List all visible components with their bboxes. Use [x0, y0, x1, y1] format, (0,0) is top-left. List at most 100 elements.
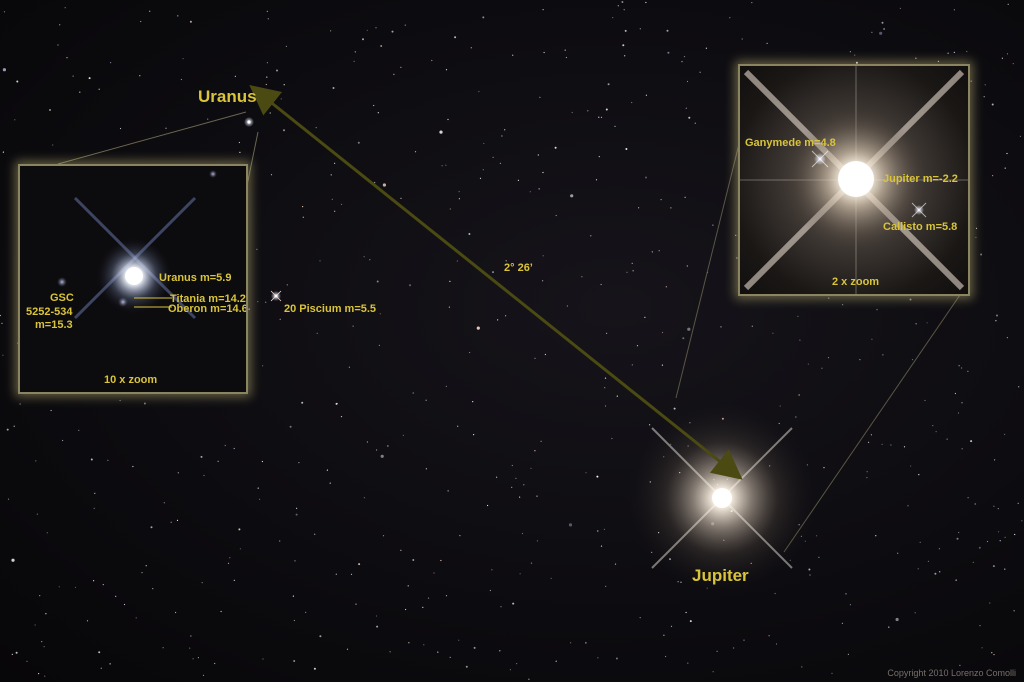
background-star	[623, 9, 625, 11]
background-star	[190, 635, 192, 637]
background-star	[353, 60, 355, 63]
background-star	[314, 533, 316, 535]
background-star	[855, 61, 858, 64]
background-star	[854, 54, 856, 56]
background-star	[932, 425, 934, 427]
background-star	[1006, 337, 1009, 339]
background-star	[400, 66, 402, 68]
background-star	[13, 425, 15, 427]
background-star	[358, 563, 361, 566]
background-star	[937, 60, 940, 62]
background-star	[189, 20, 192, 23]
jupiter-label: Jupiter	[692, 566, 749, 585]
background-star	[1018, 386, 1020, 388]
background-star	[203, 474, 205, 477]
background-star	[895, 617, 899, 622]
background-star	[1006, 152, 1008, 155]
background-star	[935, 431, 937, 433]
background-star	[294, 560, 296, 562]
background-star	[565, 56, 568, 59]
background-star	[499, 650, 501, 652]
background-star	[375, 615, 378, 617]
background-star	[346, 648, 349, 650]
background-star	[1004, 433, 1006, 435]
background-star	[143, 402, 146, 405]
background-star	[90, 458, 93, 461]
background-star	[915, 57, 917, 59]
background-star	[687, 662, 689, 664]
background-star	[14, 119, 16, 121]
background-star	[993, 654, 995, 656]
background-star	[313, 667, 316, 670]
background-star	[978, 546, 981, 549]
background-star	[382, 535, 385, 537]
background-star	[201, 582, 203, 584]
background-star	[607, 83, 610, 86]
background-star	[953, 9, 956, 11]
background-star	[242, 101, 244, 103]
background-star	[774, 592, 776, 595]
background-star	[98, 651, 101, 654]
background-star	[279, 540, 281, 542]
background-star	[214, 662, 216, 665]
background-star	[391, 30, 394, 33]
background-star	[512, 54, 514, 56]
background-star	[903, 446, 906, 448]
background-star	[88, 77, 91, 80]
background-star	[2, 68, 6, 72]
background-star	[59, 24, 61, 26]
background-star	[257, 487, 259, 489]
background-star	[139, 75, 141, 77]
background-star	[959, 664, 961, 667]
background-star	[197, 657, 199, 659]
background-star	[523, 484, 525, 486]
jupiter-zoom-inset: Ganymede m=4.8 Jupiter m=-2.2 Callisto m…	[738, 64, 970, 296]
background-star	[400, 549, 402, 551]
uranus-label: Uranus	[198, 87, 257, 106]
background-star	[917, 568, 919, 570]
background-star	[536, 540, 539, 542]
background-star	[293, 660, 296, 662]
background-star	[135, 617, 137, 619]
background-star	[989, 602, 991, 604]
background-star	[741, 38, 743, 40]
background-star	[422, 606, 424, 609]
background-star	[393, 73, 395, 75]
background-star	[798, 394, 800, 396]
background-star	[624, 29, 627, 32]
uranus-inset-gsc-label-3: m=15.3	[35, 319, 73, 331]
background-star	[681, 61, 683, 63]
background-star	[1021, 520, 1023, 522]
background-star	[639, 617, 641, 619]
background-star	[454, 36, 457, 39]
background-star	[207, 118, 209, 120]
uranus-inset-gsc-label-2: 5252-534	[26, 306, 73, 318]
background-star	[1004, 568, 1006, 570]
background-star	[177, 472, 179, 474]
background-star	[743, 639, 745, 641]
background-star	[276, 69, 278, 72]
uranus-inset-gsc-label-1: GSC	[50, 292, 74, 304]
background-star	[362, 38, 364, 41]
background-star	[958, 531, 960, 534]
background-star	[871, 338, 873, 340]
background-star	[768, 635, 770, 637]
background-star	[38, 673, 40, 675]
background-star	[266, 62, 268, 64]
background-star	[924, 399, 926, 402]
background-star	[1014, 533, 1016, 536]
background-star	[292, 595, 294, 597]
background-star	[266, 76, 268, 78]
background-star	[841, 622, 844, 624]
background-star	[600, 545, 603, 547]
background-star	[1013, 610, 1015, 612]
background-star	[170, 521, 172, 523]
background-star	[140, 20, 142, 23]
jupiter-inset-callisto-label: Callisto m=5.8	[883, 221, 958, 233]
background-star	[445, 595, 448, 597]
background-star	[1017, 502, 1019, 504]
background-star	[189, 647, 191, 649]
background-star	[150, 526, 153, 529]
background-star	[954, 392, 957, 395]
background-star	[163, 502, 165, 504]
